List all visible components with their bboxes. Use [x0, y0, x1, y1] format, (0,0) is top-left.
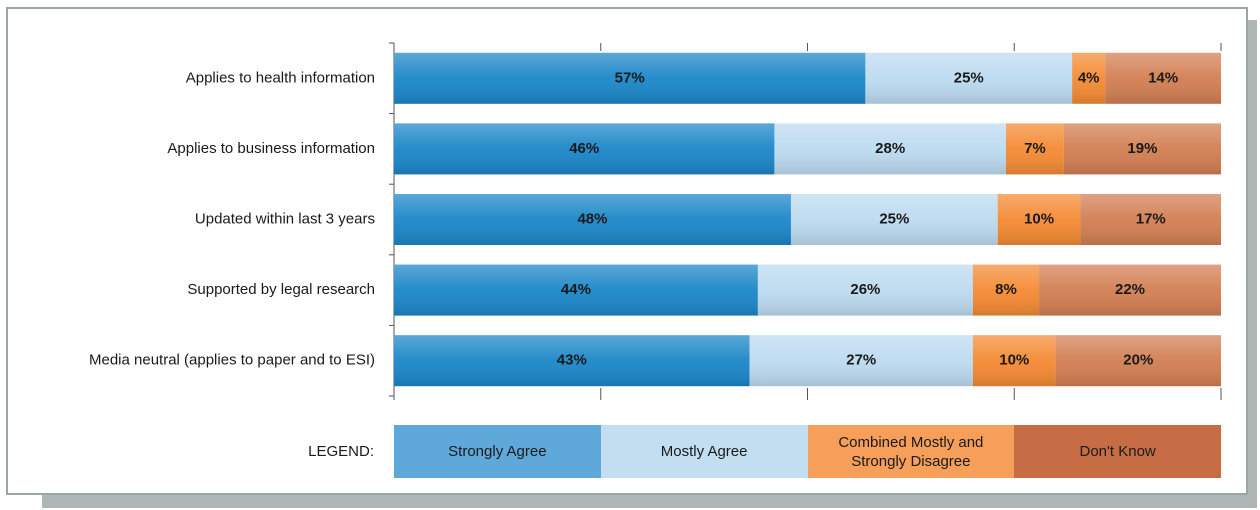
legend-entry: Mostly Agree [600, 425, 808, 478]
bar-shade [1039, 264, 1221, 316]
value-label: 19% [1127, 140, 1157, 157]
value-label: 25% [954, 69, 984, 86]
bar-shade [757, 264, 973, 316]
legend-title: LEGEND: [308, 443, 374, 460]
value-label: 48% [577, 210, 607, 227]
value-label: 22% [1115, 281, 1145, 298]
value-label: 57% [615, 69, 645, 86]
bar-shade [394, 194, 791, 245]
value-label: 27% [846, 352, 876, 369]
bar-shade [790, 194, 998, 245]
legend-entry: Don't Know [1014, 425, 1221, 478]
value-label: 20% [1123, 352, 1153, 369]
legend-entry: Strongly Agree [394, 425, 601, 478]
bar-shade [1063, 123, 1221, 175]
bar-shade [1005, 123, 1064, 175]
bar-shade [997, 194, 1081, 245]
value-label: 26% [850, 281, 880, 298]
category-label: Supported by legal research [187, 281, 375, 298]
value-label: 43% [557, 352, 587, 369]
value-label: 8% [995, 281, 1017, 298]
bar-shade [1105, 52, 1221, 104]
bar-shade [1072, 52, 1106, 104]
value-label: 4% [1078, 69, 1100, 86]
value-label: 46% [569, 140, 599, 157]
value-label: 7% [1024, 140, 1046, 157]
category-label: Updated within last 3 years [195, 210, 375, 227]
category-label: Applies to business information [167, 140, 375, 157]
value-label: 10% [1024, 210, 1054, 227]
value-label: 14% [1148, 69, 1178, 86]
legend-entry: Combined Mostly and Strongly Disagree [807, 425, 1015, 478]
bar-shade [972, 264, 1040, 316]
bar-shade [972, 335, 1056, 387]
bar-shade [394, 264, 758, 316]
bar-shade [749, 335, 973, 387]
category-label: Applies to health information [186, 69, 375, 86]
bar-shade [1080, 194, 1221, 245]
bar-shade [394, 335, 750, 387]
value-label: 17% [1136, 210, 1166, 227]
value-label: 44% [561, 281, 591, 298]
value-label: 10% [999, 352, 1029, 369]
bar-shade [865, 52, 1073, 104]
category-label: Media neutral (applies to paper and to E… [89, 352, 375, 369]
bar-shade [394, 123, 775, 175]
value-label: 25% [879, 210, 909, 227]
bar-shade [774, 123, 1006, 175]
bar-shade [1055, 335, 1221, 387]
value-label: 28% [875, 140, 905, 157]
bar-shade [394, 52, 866, 104]
